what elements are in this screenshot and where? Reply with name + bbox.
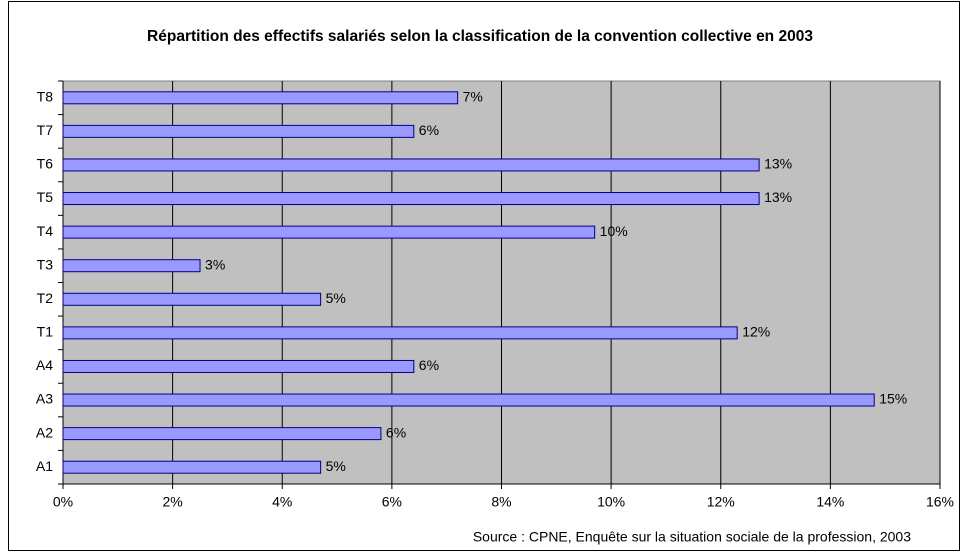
value-label: 6% [419, 122, 439, 138]
y-tick-label: T3 [37, 256, 54, 272]
value-label: 13% [764, 189, 792, 205]
bar [62, 460, 322, 474]
bar [62, 124, 415, 138]
y-tick-label: T2 [37, 290, 54, 306]
value-label: 15% [879, 391, 907, 407]
value-label: 10% [600, 223, 628, 239]
y-tick-label: A4 [36, 357, 53, 373]
value-label: 12% [742, 324, 770, 340]
y-tick-label: A1 [36, 458, 53, 474]
bar [62, 359, 415, 373]
y-tick-label: A2 [36, 424, 53, 440]
bar [62, 91, 459, 105]
bar [62, 292, 322, 306]
x-tick-label: 16% [926, 494, 954, 510]
bar [62, 393, 875, 407]
source-note: Source : CPNE, Enquête sur la situation … [473, 529, 911, 545]
bar [62, 158, 760, 172]
x-tick-label: 6% [382, 494, 402, 510]
value-label: 6% [419, 357, 439, 373]
bar [62, 225, 596, 239]
value-label: 3% [205, 256, 225, 272]
x-tick-label: 0% [53, 494, 73, 510]
y-tick-label: T8 [37, 88, 54, 104]
value-label: 5% [326, 290, 346, 306]
x-tick-label: 8% [491, 494, 511, 510]
value-label: 13% [764, 156, 792, 172]
bar [62, 427, 382, 441]
y-tick-label: T1 [37, 324, 54, 340]
y-tick-label: T5 [37, 189, 54, 205]
bar [62, 192, 760, 206]
value-label: 7% [463, 88, 483, 104]
value-label: 6% [386, 424, 406, 440]
bar [62, 326, 738, 340]
y-tick-label: T7 [37, 122, 54, 138]
y-tick-label: A3 [36, 391, 53, 407]
y-tick-label: T4 [37, 223, 54, 239]
chart-title: Répartition des effectifs salariés selon… [147, 28, 813, 45]
x-tick-label: 10% [597, 494, 625, 510]
y-tick-label: T6 [37, 156, 54, 172]
x-tick-label: 4% [272, 494, 292, 510]
x-tick-label: 14% [816, 494, 844, 510]
bar [62, 259, 201, 273]
value-label: 5% [326, 458, 346, 474]
x-tick-label: 2% [163, 494, 183, 510]
x-tick-label: 12% [707, 494, 735, 510]
